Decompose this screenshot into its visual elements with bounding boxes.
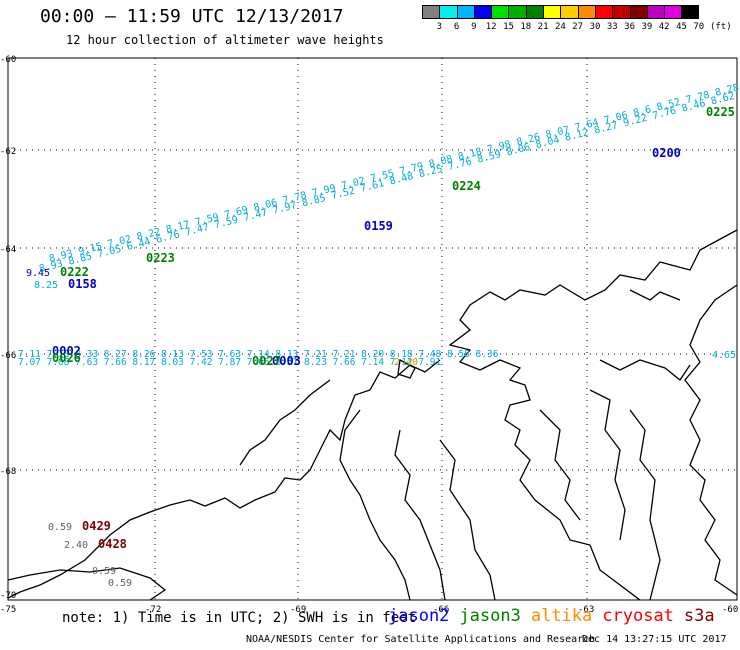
map-label: 0159 [364,219,393,233]
map-label: 0225 [706,105,735,119]
lat-label: -64 [0,245,16,255]
satellite-legend-item: jason3 [459,606,521,626]
scale-label: 45 [676,22,687,32]
satellite-legend-item: jason2 [388,606,450,626]
scale-label: 27 [572,22,584,32]
lon-label: -69 [290,605,306,615]
scale-label: 70 [693,22,705,32]
scale-swatch [543,5,561,19]
scale-label: 24 [554,22,566,32]
scale-label: (ft) [709,22,732,32]
map-label: 0222 [60,265,89,279]
map-label: 0200 [652,146,681,160]
scale-label: 21 [537,22,549,32]
scale-label: 6 [453,22,460,32]
credit-date: Dec 14 13:27:15 UTC 2017 [582,634,727,645]
lon-label: -75 [0,605,16,615]
scale-swatch [646,5,665,19]
scale-label: 15 [503,22,514,32]
grid-lines [8,58,737,600]
map-label: 0003 [272,354,301,368]
satellite-legend-item: cryosat [602,606,674,626]
credit-line: NOAA/NESDIS Center for Satellite Applica… [246,634,596,645]
map-label: 0026 [52,351,81,365]
lat-label: -66 [0,351,16,361]
scale-label: 33 [606,22,618,32]
map-title: 00:00 – 11:59 UTC 12/13/2017 [40,6,344,27]
map-label: 9.45 [26,268,50,279]
svg-text:7.07 7.08 7.63 7.66 8.17 8.03: 7.07 7.08 7.63 7.66 8.17 8.03 7.42 7.87 … [18,357,442,368]
scale-swatch [508,5,526,19]
map-label: 8.25 [34,280,58,291]
map-frame [7,57,738,601]
svg-text:7.11 7.13 8.33 8.27 8.26 8.13: 7.11 7.13 8.33 8.27 8.26 8.13 7.53 7.63 … [18,349,499,360]
map-label: 0158 [68,277,97,291]
scale-swatch [491,5,509,19]
scale-swatch [681,5,699,19]
map-label: 4.65 [712,350,736,361]
satellite-legend: jason2 jason3 altika cryosat s3a [388,606,725,626]
scale-swatch [560,5,578,19]
map-label: 0429 [82,519,111,533]
map-label: 0.59 [108,578,132,589]
footer-note: note: 1) Time is in UTC; 2) SWH is in fe… [62,610,417,626]
map-subtitle: 12 hour collection of altimeter wave hei… [66,33,384,47]
scale-swatch [577,5,595,19]
lon-label: -72 [145,605,161,615]
map-label: 2.40 [394,357,418,368]
map-label: 0.59 [48,522,72,533]
scale-label: 18 [520,22,532,32]
scale-label: 9 [471,22,477,32]
lat-label: -62 [0,147,16,157]
lat-label: -60 [0,55,16,65]
map-label: 0.59 [92,566,116,577]
scale-swatch [473,5,492,19]
scale-label: 3 [436,22,443,32]
map-label: 0224 [452,179,481,193]
scale-swatch [594,5,613,19]
scale-swatch [525,5,544,19]
scale-label: 12 [485,22,497,32]
svg-text:8.93 9.15 7.02 8.22 8.17 7.59: 8.93 9.15 7.02 8.22 8.17 7.59 7.69 8.06 … [48,17,740,265]
scale-label: 42 [658,22,670,32]
map-label: 0027 [252,354,281,368]
scale-swatch [456,5,474,19]
scale-swatch [422,5,440,19]
lon-label: -60 [722,605,738,615]
lat-labels: -60 -62 -64 -66 -68 -70 [0,55,16,601]
color-scale [422,5,699,19]
lat-label: -70 [0,591,16,601]
color-scale-labels: 3 6 9 12 15 18 21 24 27 30 33 36 39 42 45 70 (ft) [422,22,740,34]
scale-label: 36 [624,22,636,32]
scale-swatch [612,5,630,19]
lon-labels: -75 -72 -69 -66 -63 -60 [0,605,738,615]
satellite-legend-item: s3a [683,606,715,626]
lon-label: -66 [433,605,449,615]
map-label: 0002 [52,344,81,358]
map-label: 2.40 [64,540,88,551]
scale-swatch [664,5,682,19]
scale-swatch [629,5,647,19]
map-label: 0223 [146,251,175,265]
satellite-legend-item: altika [530,606,593,626]
scale-label: 30 [589,22,601,32]
map-label: 0428 [98,537,127,551]
coastline [7,229,738,601]
track-jason2-north-b: 8.93 9.15 7.02 8.22 8.17 7.59 7.69 8.06 … [48,17,740,265]
scale-label: 39 [641,22,653,32]
track-mid: 7.11 7.13 8.33 8.27 8.26 8.13 7.53 7.63 … [18,349,499,368]
lat-label: -68 [0,467,16,477]
lon-label: -63 [578,605,594,615]
scale-swatch [439,5,457,19]
